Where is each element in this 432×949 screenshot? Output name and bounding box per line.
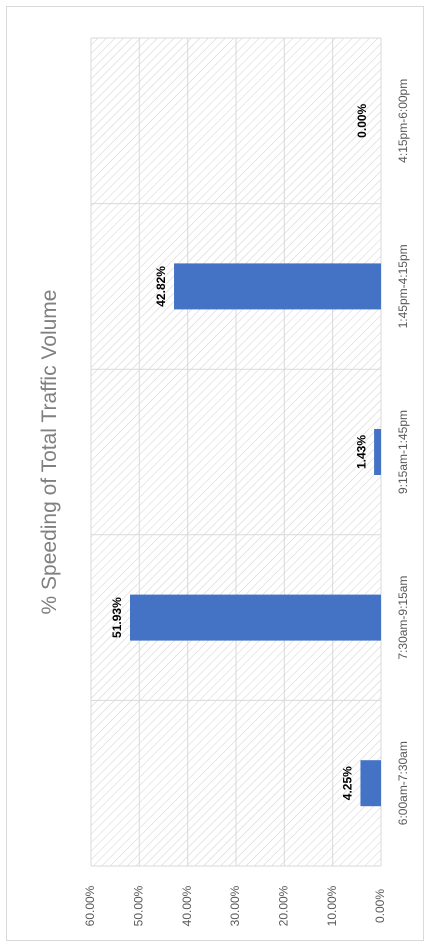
- value-tick-label: 30.00%: [228, 885, 242, 926]
- bar-value-label: 4.25%: [341, 766, 355, 800]
- chart-title: % Speeding of Total Traffic Volume: [38, 290, 61, 615]
- bars: [130, 263, 381, 807]
- bar-value-label: 51.93%: [110, 597, 124, 638]
- bar: [130, 594, 381, 641]
- value-tick-label: 20.00%: [277, 885, 291, 926]
- gridlines: [90, 37, 382, 867]
- category-tick-label: 6:00am-7:30am: [396, 741, 410, 825]
- bar-value-label: 42.82%: [154, 266, 168, 307]
- category-tick-label: 7:30am-9:15am: [396, 576, 410, 660]
- bar: [174, 263, 381, 310]
- value-tick-label: 10.00%: [325, 885, 339, 926]
- bar: [374, 429, 381, 475]
- bar-value-label: 0.00%: [355, 103, 369, 137]
- data-labels: 4.25% 51.93% 1.43% 42.82% 0.00%: [110, 103, 369, 800]
- value-tick-label: 40.00%: [180, 885, 194, 926]
- value-tick-label: 50.00%: [132, 885, 146, 926]
- category-axis-ticks: 6:00am-7:30am 7:30am-9:15am 9:15am-1:45pm 1…: [396, 79, 410, 825]
- bar: [360, 760, 381, 807]
- category-tick-label: 1:45pm-4:15pm: [396, 244, 410, 328]
- bar-value-label: 1.43%: [354, 435, 368, 469]
- value-tick-label: 0.00%: [373, 889, 387, 923]
- category-tick-label: 4:15pm-6:00pm: [396, 79, 410, 163]
- category-tick-label: 9:15am-1:45pm: [396, 410, 410, 494]
- value-axis-ticks: 0.00% 10.00% 20.00% 30.00% 40.00% 50.00% 60.00…: [83, 885, 387, 926]
- value-tick-label: 60.00%: [83, 885, 97, 926]
